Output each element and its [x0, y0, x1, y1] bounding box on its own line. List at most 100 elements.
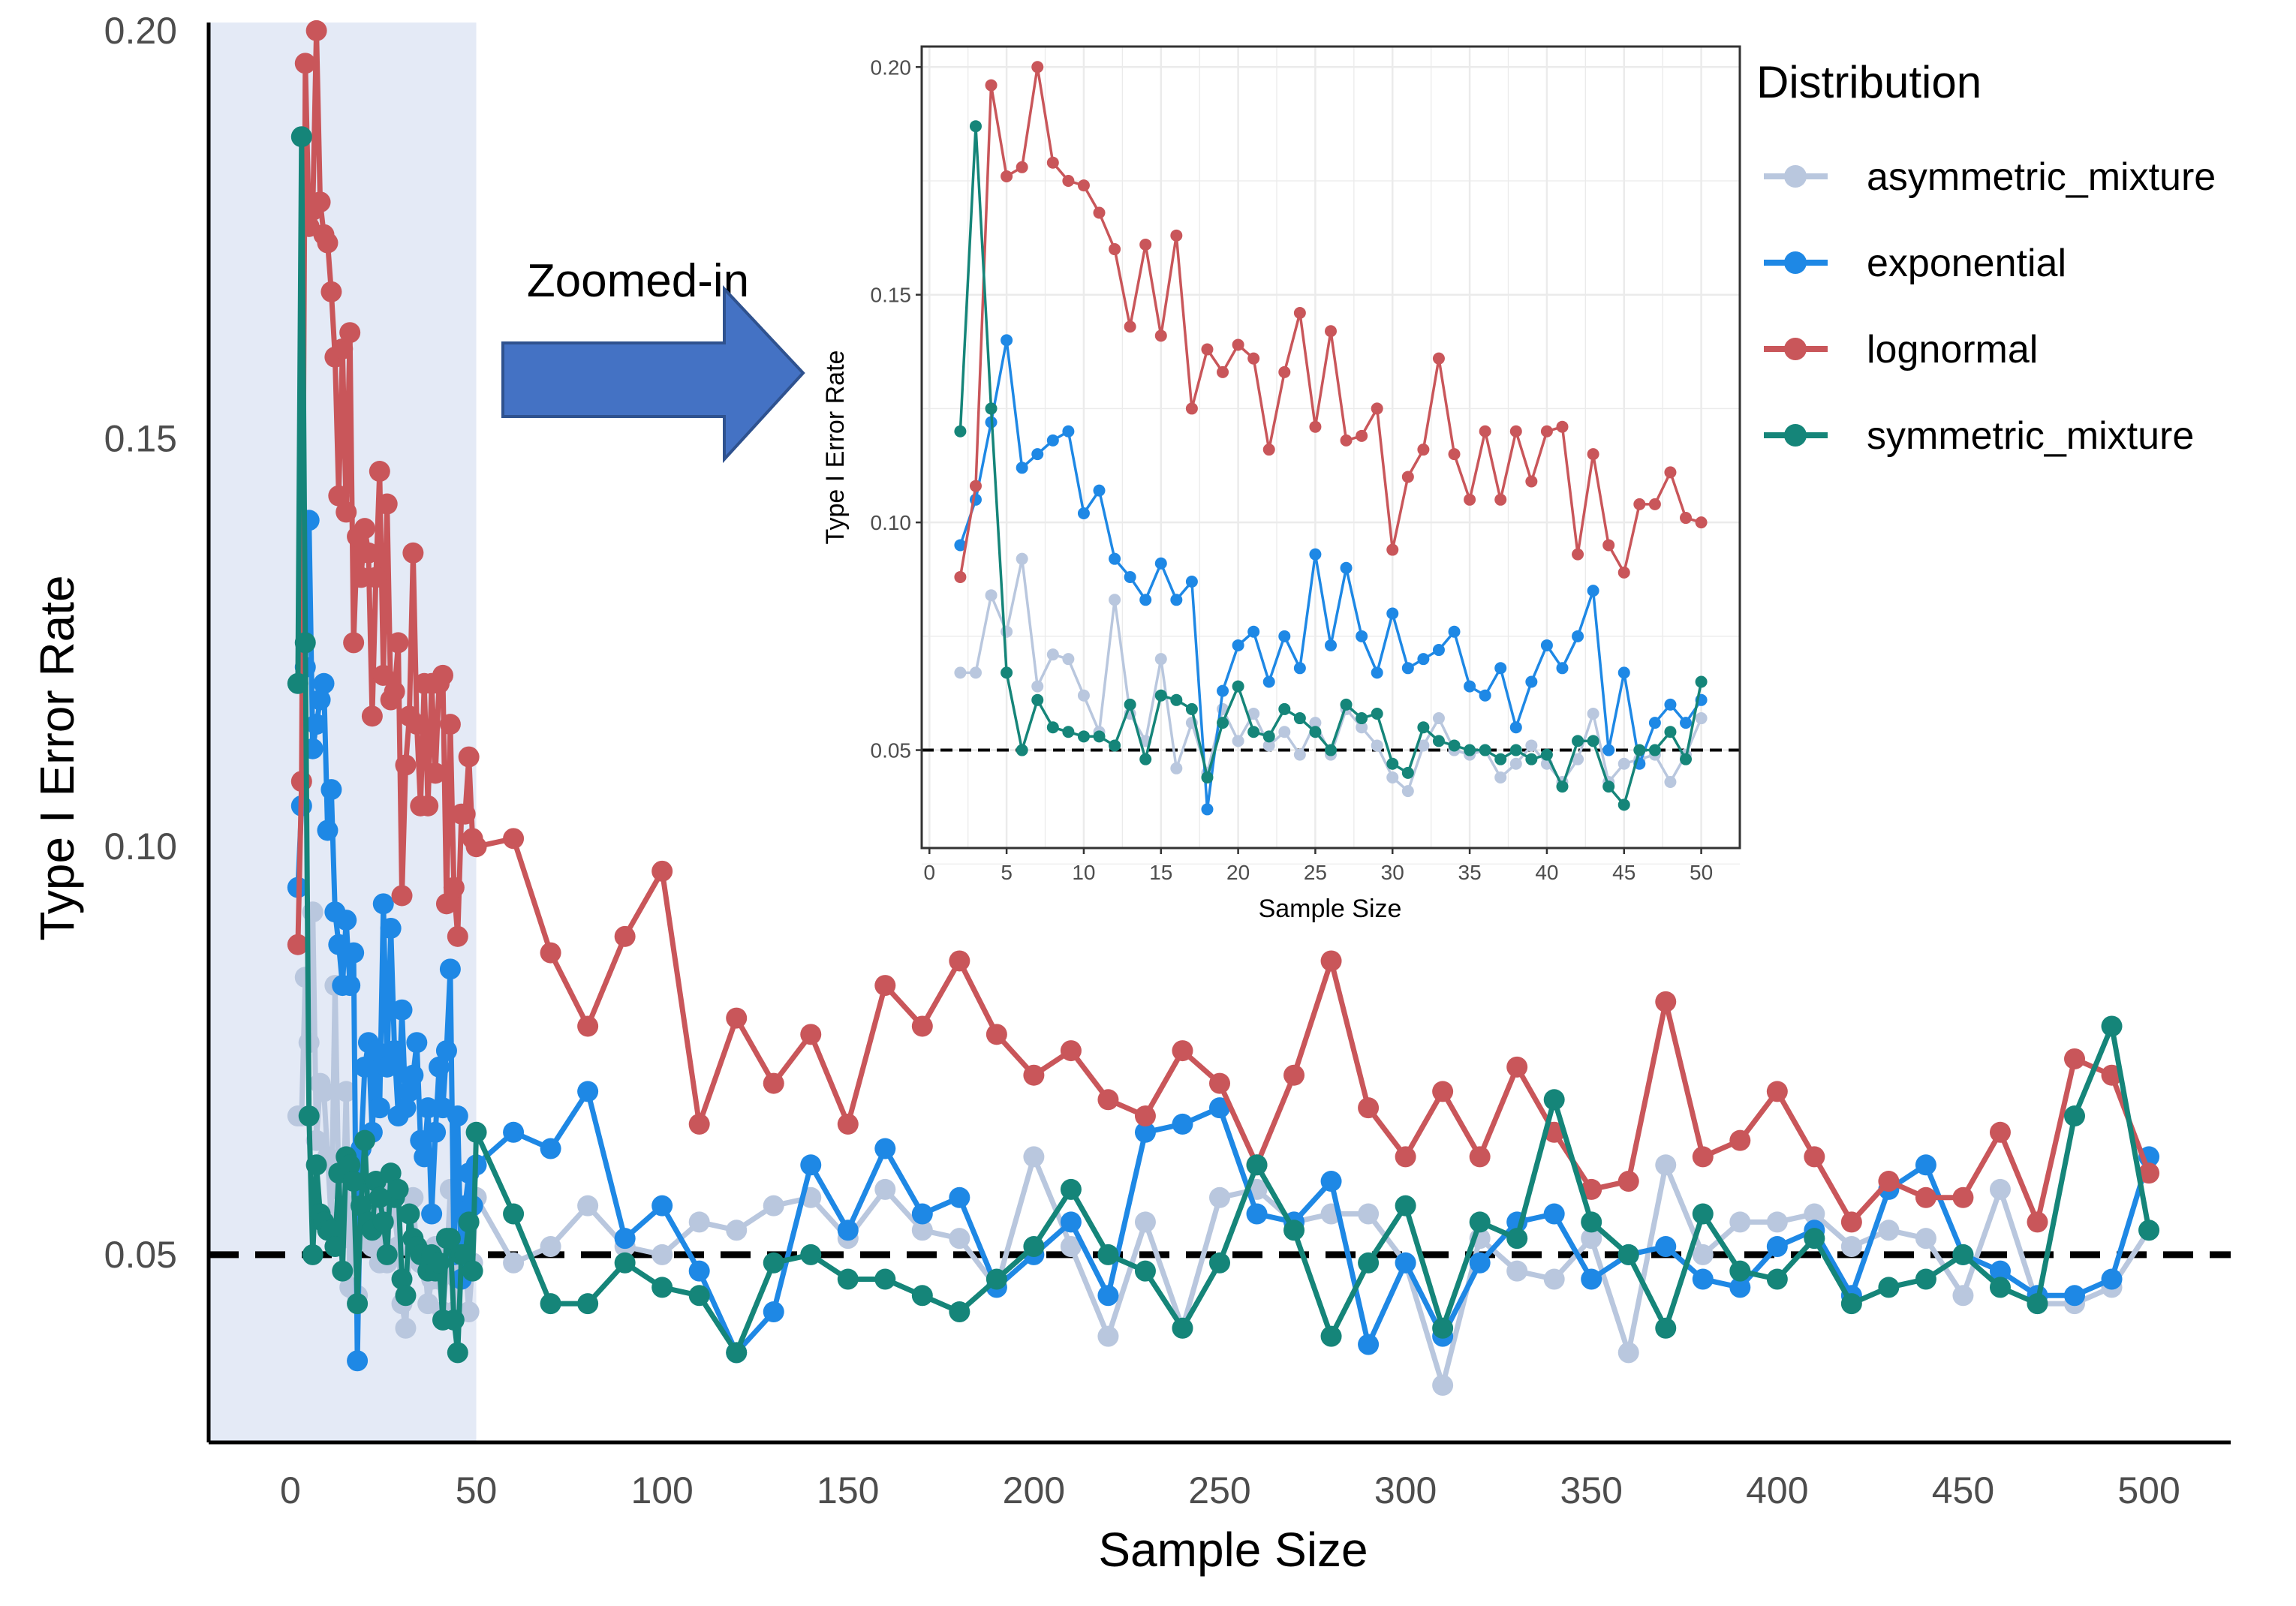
main-data-point — [376, 493, 398, 515]
inset-data-point — [1494, 662, 1507, 675]
inset-data-point — [1664, 776, 1677, 789]
main-data-point — [1134, 1121, 1156, 1143]
inset-y-tick-label: 0.05 — [871, 739, 912, 762]
inset-data-point — [1587, 585, 1599, 597]
inset-data-point — [1356, 630, 1368, 642]
inset-data-point — [1139, 238, 1152, 251]
inset-data-point — [1386, 543, 1399, 556]
inset-data-point — [1340, 561, 1353, 574]
main-data-point — [1246, 1154, 1268, 1176]
main-data-point — [577, 1293, 599, 1315]
inset-data-point — [1617, 798, 1630, 811]
main-y-tick-label: 0.10 — [104, 826, 177, 868]
main-data-point — [1952, 1285, 1974, 1307]
inset-data-point — [1217, 684, 1229, 697]
main-data-point — [339, 322, 361, 344]
main-data-point — [614, 1228, 636, 1250]
inset-data-point — [1247, 625, 1260, 638]
main-data-point — [540, 1293, 561, 1315]
inset-series-lognormal — [954, 61, 1708, 583]
main-data-point — [369, 1097, 390, 1119]
main-x-tick-label: 150 — [817, 1469, 879, 1511]
inset-data-point — [1356, 712, 1368, 725]
main-data-point — [1506, 1228, 1528, 1250]
main-data-point — [1209, 1252, 1230, 1274]
inset-data-point — [1633, 498, 1646, 510]
inset-data-point — [1232, 338, 1244, 351]
main-data-point — [1358, 1252, 1380, 1274]
inset-data-point — [1602, 744, 1615, 756]
inset-data-point — [1695, 675, 1708, 688]
legend-label: asymmetric_mixture — [1867, 155, 2216, 199]
inset-data-point — [1278, 630, 1291, 642]
inset-data-point — [1232, 639, 1244, 651]
main-data-point — [503, 828, 525, 850]
main-data-point — [1283, 1220, 1305, 1241]
main-data-point — [454, 803, 476, 825]
inset-data-point — [1247, 726, 1260, 738]
inset-data-point — [1325, 744, 1337, 756]
inset-data-point — [1572, 735, 1584, 747]
main-data-point — [1989, 1277, 2011, 1298]
inset-data-point — [1448, 448, 1461, 461]
inset-data-point — [1217, 717, 1229, 729]
inset-data-point — [1016, 744, 1028, 756]
main-data-point — [688, 1285, 710, 1307]
main-data-point — [1878, 1277, 1900, 1298]
inset-data-point — [1680, 512, 1693, 525]
inset-chart: 0.05 0.10 0.15 0.20 0 5 10 15 20 25 30 35 40 45 50 Sa… — [821, 34, 1756, 934]
inset-data-point — [1077, 730, 1090, 743]
main-data-point — [305, 20, 327, 41]
inset-data-point — [1432, 712, 1445, 725]
main-data-point — [1358, 1097, 1380, 1119]
main-data-point — [2064, 1048, 2086, 1069]
inset-data-point — [1139, 753, 1152, 765]
main-data-point — [577, 1015, 599, 1037]
main-data-point — [1172, 1040, 1193, 1062]
main-data-point — [1729, 1277, 1751, 1298]
main-data-point — [726, 1220, 748, 1241]
main-data-point — [1804, 1203, 1825, 1225]
main-data-point — [343, 632, 365, 654]
inset-data-point — [1325, 325, 1337, 338]
inset-x-tick-label: 5 — [1001, 861, 1013, 884]
main-data-point — [1878, 1171, 1900, 1192]
inset-data-point — [1401, 471, 1414, 483]
main-data-point — [435, 893, 457, 915]
inset-data-point — [1170, 693, 1183, 706]
inset-data-point — [954, 539, 967, 552]
inset-data-point — [1278, 365, 1291, 378]
main-data-point — [290, 126, 312, 148]
main-data-point — [874, 975, 896, 997]
inset-data-point — [1185, 576, 1198, 588]
main-x-tick-label: 200 — [1003, 1469, 1065, 1511]
inset-data-point — [1680, 753, 1693, 765]
main-data-point — [911, 1203, 933, 1225]
main-y-axis: 0.05 0.10 0.15 0.20 — [104, 10, 177, 1276]
zoomed-in-label: Zoomed-in — [527, 255, 749, 307]
main-data-point — [1952, 1244, 1974, 1265]
main-data-point — [949, 1301, 970, 1323]
main-data-point — [372, 1211, 394, 1233]
main-data-point — [343, 1171, 365, 1192]
inset-data-point — [1154, 653, 1167, 666]
inset-x-tick-label: 30 — [1381, 861, 1404, 884]
inset-data-point — [1046, 156, 1059, 169]
inset-data-point — [1417, 444, 1430, 456]
main-data-point — [1320, 1171, 1342, 1192]
inset-x-tick-label: 20 — [1226, 861, 1250, 884]
main-data-point — [763, 1072, 784, 1094]
main-x-tick-label: 0 — [280, 1469, 301, 1511]
main-data-point — [406, 714, 428, 735]
main-data-point — [287, 672, 308, 694]
inset-data-point — [1664, 466, 1677, 479]
main-data-point — [395, 754, 417, 776]
main-data-point — [332, 1260, 354, 1282]
legend-title: Distribution — [1756, 57, 1982, 107]
main-data-point — [2138, 1220, 2160, 1241]
inset-data-point — [1695, 516, 1708, 529]
inset-data-point — [1309, 548, 1322, 561]
main-data-point — [320, 281, 342, 302]
main-data-point — [302, 1244, 323, 1265]
main-data-point — [1469, 1146, 1491, 1168]
